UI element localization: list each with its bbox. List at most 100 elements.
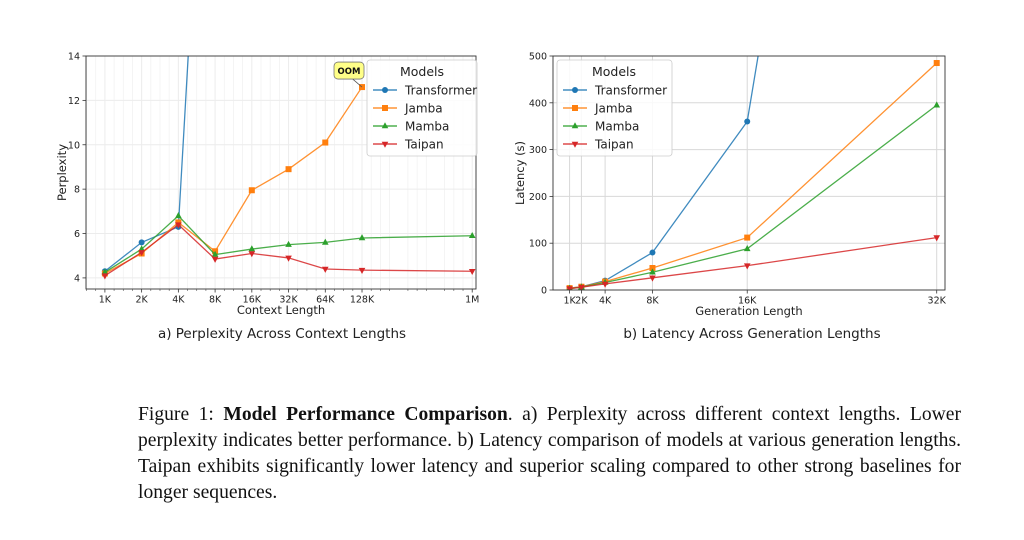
legend-marker bbox=[381, 141, 389, 148]
y-tick-label: 14 bbox=[68, 52, 80, 63]
x-axis-label: Context Length bbox=[237, 303, 325, 317]
legend-marker bbox=[381, 122, 389, 129]
legend-frame bbox=[366, 59, 478, 157]
y-tick-label: 500 bbox=[529, 52, 547, 63]
data-point-jamba bbox=[248, 187, 255, 194]
y-axis-label: Latency (s) bbox=[513, 141, 527, 205]
x-tick-label: 64K bbox=[316, 295, 335, 306]
data-point-taipan bbox=[175, 222, 182, 229]
legend-item-transformer: Transformer bbox=[404, 84, 477, 98]
legend-item-jamba: Jamba bbox=[404, 102, 443, 116]
legend-marker bbox=[382, 105, 388, 111]
y-tick-label: 300 bbox=[529, 145, 547, 156]
data-point-mamba bbox=[358, 234, 366, 241]
legend-frame bbox=[556, 59, 673, 157]
data-point-taipan bbox=[138, 250, 145, 257]
data-point-taipan bbox=[578, 284, 585, 290]
data-point-transformer bbox=[649, 249, 656, 256]
y-tick-label: 12 bbox=[68, 96, 80, 107]
data-point-jamba bbox=[322, 139, 329, 146]
legend-marker bbox=[571, 141, 579, 148]
data-point-taipan bbox=[285, 255, 292, 262]
data-point-jamba bbox=[649, 265, 656, 272]
legend-title: Models bbox=[400, 64, 444, 79]
data-point-taipan bbox=[649, 275, 656, 282]
plot-frame bbox=[85, 55, 477, 290]
y-tick-label: 8 bbox=[74, 185, 80, 196]
data-point-mamba bbox=[285, 240, 292, 247]
x-tick-label: 4K bbox=[599, 296, 612, 307]
data-point-taipan bbox=[468, 268, 476, 276]
series-mamba bbox=[101, 211, 476, 275]
x-tick-label: 128K bbox=[350, 295, 375, 306]
data-point-transformer bbox=[744, 118, 751, 125]
series-taipan bbox=[566, 235, 941, 290]
legend-item-jamba: Jamba bbox=[594, 102, 633, 116]
x-tick-label: 1K bbox=[99, 295, 112, 306]
data-point-taipan bbox=[743, 263, 751, 270]
subcaption-b: b) Latency Across Generation Lengths bbox=[623, 326, 881, 342]
x-tick-label: 16K bbox=[243, 295, 262, 306]
series-taipan bbox=[101, 222, 476, 280]
subcaption-a: a) Perplexity Across Context Lengths bbox=[157, 326, 407, 342]
data-point-taipan bbox=[358, 267, 366, 274]
data-point-mamba bbox=[933, 101, 941, 108]
plot-frame bbox=[552, 55, 946, 291]
legend-title: Models bbox=[592, 64, 636, 79]
figure-caption: Figure 1: Model Performance Comparison. … bbox=[138, 402, 961, 506]
data-point-jamba bbox=[285, 166, 292, 173]
x-tick-label: 16K bbox=[738, 296, 757, 307]
caption-text: . a) Perplexity across different context… bbox=[138, 404, 961, 503]
legend-item-taipan: Taipan bbox=[594, 138, 634, 152]
data-point-mamba bbox=[649, 268, 656, 275]
data-point-jamba bbox=[744, 234, 751, 241]
x-tick-label: 2K bbox=[135, 295, 148, 306]
x-tick-label: 8K bbox=[209, 295, 222, 306]
x-tick-label: 32K bbox=[928, 296, 947, 307]
data-point-mamba bbox=[743, 245, 751, 252]
legend-marker bbox=[571, 122, 579, 129]
legend-item-taipan: Taipan bbox=[404, 138, 444, 152]
chart-perplexity: 1K 2K 4K 8K 16K 32K 64K 128K 1M 4 6 8 10 12 14 Context … bbox=[55, 52, 479, 318]
data-point-mamba bbox=[211, 250, 219, 257]
data-point-taipan bbox=[248, 251, 256, 258]
data-point-mamba bbox=[101, 268, 109, 275]
data-point-mamba bbox=[248, 245, 256, 252]
legend-marker bbox=[572, 87, 578, 93]
chart-latency: 1K 2K 4K 8K 16K 32K 0 100 200 300 400 500 Generation… bbox=[513, 52, 947, 319]
data-point-taipan bbox=[933, 235, 941, 242]
caption-title: Model Performance Comparison bbox=[223, 404, 508, 425]
x-tick-label: 1M bbox=[465, 295, 479, 306]
series-line-transformer bbox=[104, 56, 189, 272]
data-point-taipan bbox=[321, 266, 329, 273]
data-point-mamba bbox=[321, 238, 329, 245]
y-tick-label: 400 bbox=[529, 98, 547, 109]
x-tick-label: 1K bbox=[563, 296, 576, 307]
data-point-mamba bbox=[175, 211, 182, 219]
y-tick-label: 200 bbox=[529, 192, 547, 203]
legend-item-mamba: Mamba bbox=[595, 120, 639, 134]
legend-marker bbox=[382, 87, 388, 93]
x-tick-label: 32K bbox=[279, 295, 298, 306]
data-point-mamba bbox=[138, 245, 145, 252]
y-tick-label: 100 bbox=[529, 239, 547, 250]
x-tick-label: 2K bbox=[575, 296, 588, 307]
annotation-box bbox=[333, 61, 365, 80]
data-point-transformer bbox=[138, 239, 145, 246]
y-tick-label: 6 bbox=[74, 229, 80, 240]
data-point-mamba bbox=[468, 231, 476, 239]
data-point-taipan bbox=[601, 281, 609, 288]
series-line-taipan bbox=[569, 236, 937, 290]
legend: Models Transformer Jamba Mamba Taipan bbox=[366, 59, 478, 157]
legend-item-transformer: Transformer bbox=[594, 84, 667, 98]
oom-annotation: OOM bbox=[333, 61, 365, 88]
legend-marker bbox=[572, 105, 578, 111]
data-point-taipan bbox=[101, 273, 109, 280]
caption-label: Figure 1: bbox=[138, 404, 214, 425]
y-tick-label: 10 bbox=[68, 140, 80, 151]
data-point-taipan bbox=[566, 286, 573, 290]
x-axis-label: Generation Length bbox=[695, 304, 802, 318]
data-point-taipan bbox=[211, 256, 219, 263]
legend: Models Transformer Jamba Mamba Taipan bbox=[556, 59, 673, 157]
